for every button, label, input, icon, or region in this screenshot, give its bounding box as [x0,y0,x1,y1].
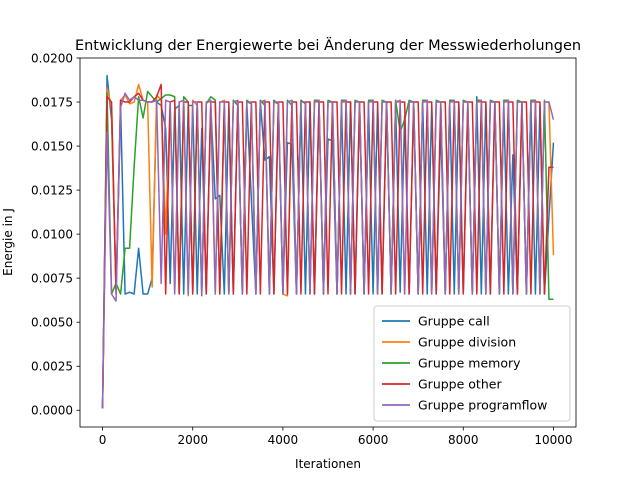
legend-label: Gruppe programflow [418,398,547,413]
x-tick-label: 4000 [268,433,299,447]
y-tick-label: 0.0200 [31,51,73,65]
chart-title: Entwicklung der Energiewerte bei Änderun… [75,36,581,54]
y-tick-label: 0.0075 [31,271,73,285]
legend: Gruppe call Gruppe division Gruppe memory G… [373,305,571,422]
legend-box [373,305,571,422]
plot-lines [101,74,555,409]
series-line-0 [101,74,555,409]
y-tick-label: 0.0125 [31,183,73,197]
y-tick-label: 0.0000 [31,404,73,418]
x-tick-label: 6000 [358,433,389,447]
y-axis: 0.0000 0.0025 0.0050 0.0075 0.0100 0.0125 0.01… [31,51,80,418]
y-tick-label: 0.0100 [31,227,73,241]
x-axis: 0 2000 4000 6000 8000 10000 [99,427,573,447]
x-tick-label: 2000 [177,433,208,447]
x-tick-label: 10000 [534,433,572,447]
x-tick-label: 0 [99,433,107,447]
y-tick-label: 0.0025 [31,360,73,374]
y-axis-label: Energie in J [1,208,15,276]
y-tick-label: 0.0175 [31,95,73,109]
y-tick-label: 0.0150 [31,139,73,153]
legend-label: Gruppe call [418,314,490,329]
series-line-3 [101,83,554,409]
plot-frame [79,57,577,428]
y-tick-label: 0.0050 [31,316,73,330]
series-line-4 [101,92,555,409]
legend-label: Gruppe division [418,335,516,350]
x-axis-label: Iterationen [295,457,361,471]
x-tick-label: 8000 [448,433,479,447]
legend-label: Gruppe other [418,377,502,392]
legend-label: Gruppe memory [418,356,521,371]
